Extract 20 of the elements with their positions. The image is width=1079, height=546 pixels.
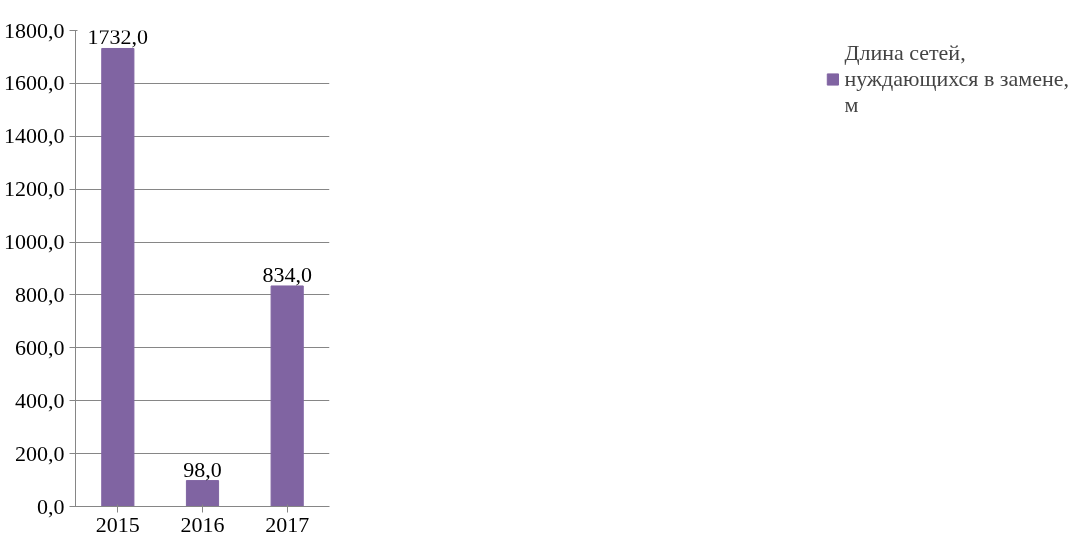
data-label: 1732,0 — [87, 24, 149, 50]
y-tick-label: 1200,0 — [4, 176, 65, 202]
y-tick-label: 600,0 — [15, 334, 65, 360]
bar — [185, 480, 220, 507]
y-tick-label: 800,0 — [15, 281, 65, 307]
y-tick-label: 1400,0 — [4, 123, 65, 149]
y-tick-label: 1800,0 — [4, 17, 65, 43]
bar — [101, 47, 135, 507]
y-tick-label: 1600,0 — [4, 70, 65, 96]
legend-label: Длина сетей, нуждающихся в замене, м — [844, 40, 1069, 118]
data-label: 98,0 — [183, 456, 222, 482]
x-tick-label: 2015 — [95, 511, 140, 537]
y-tick-label: 1000,0 — [4, 229, 65, 255]
y-tick-label: 200,0 — [15, 440, 65, 466]
x-tick-label: 2017 — [265, 511, 310, 537]
x-tick-label: 2016 — [180, 511, 225, 537]
y-tick-label: 400,0 — [15, 387, 65, 413]
bar — [270, 285, 304, 507]
y-tick-label: 0,0 — [37, 493, 65, 519]
data-label: 834,0 — [262, 261, 312, 287]
